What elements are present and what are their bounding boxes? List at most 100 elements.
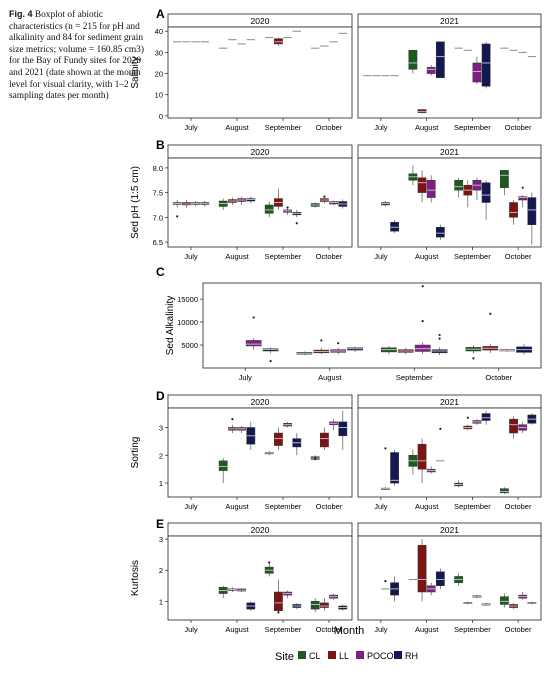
panel-b: B Sed pH (1:5 cm) 2020 6.5 7.0 7.5 8.0 July Augu… [130,138,542,261]
facet-d-2021: 2021 July August September October [357,394,542,511]
facet-a-2020: 2020 0 10 20 30 40 July August September October [155,13,353,132]
outlier-point [337,342,340,345]
x-tick-label: September [265,625,302,634]
y-tick-label: 7.5 [153,189,163,198]
box-ll [228,424,237,434]
facet-title: 2021 [440,525,459,535]
box-rh [481,410,491,425]
outlier-point [421,320,424,323]
box-ll [417,438,427,484]
box-iqr [417,177,427,193]
box-poco [381,201,390,207]
box-rh [435,41,445,79]
box-cl [408,50,418,74]
facet-c-all: 5000 10000 15000 July August September October [177,282,542,382]
box-poco [518,195,528,208]
box-ll [228,587,237,592]
box-poco [237,588,246,592]
box-iqr [500,596,509,605]
x-tick-label: July [239,373,253,382]
x-tick-label: July [374,123,388,132]
y-tick-label: 1 [159,479,163,488]
y-tick-label: 7.0 [153,213,163,222]
box-ll [463,601,473,605]
facet-title: 2021 [440,147,459,157]
outlier-point [268,561,271,564]
box-poco [426,65,436,76]
box-cl [454,480,464,488]
facet-title: 2020 [251,397,270,407]
box-ll [228,197,237,205]
x-tick-label: July [184,625,198,634]
box-ll [274,427,283,450]
box-rh [246,196,256,204]
y-tick-label: 40 [155,27,163,36]
box-rh [292,209,302,218]
box-poco [472,419,482,425]
box-iqr [274,38,283,45]
box-rh [390,449,399,486]
box-poco [518,421,528,434]
box-rh [200,201,210,207]
box-rh [246,601,256,611]
outlier-point [384,580,387,583]
y-axis-title-a: Salinity [130,56,141,88]
x-tick-label: August [225,502,249,511]
outlier-point [286,206,289,209]
x-tick-label: August [225,625,249,634]
caption-text: Boxplot of abiotic characteristics (n = … [9,10,144,102]
box-poco [329,593,338,600]
outlier-point [269,360,272,363]
box-ll [482,344,499,353]
x-tick-label: September [265,252,302,261]
box-rh [338,410,348,450]
x-tick-label: August [225,123,249,132]
box-ll [320,598,329,611]
legend-item-cl: CL [298,651,321,661]
y-tick-label: 0 [159,112,163,121]
y-tick-label: 3 [159,423,163,432]
box-ll [320,427,329,450]
box-ll [182,200,191,208]
x-tick-label: October [316,625,343,634]
box-rh [435,224,445,240]
x-tick-label: October [505,625,532,634]
box-iqr [527,197,537,226]
x-tick-label: September [265,502,302,511]
x-tick-label: October [485,373,512,382]
box-iqr [481,413,491,421]
y-tick-label: 6.5 [153,238,163,247]
x-tick-label: August [415,252,439,261]
legend-label-rh: RH [405,651,418,661]
facet-e-2020: 2020 1 2 3 July August September October [159,522,353,634]
box-rh [435,568,445,589]
box-ll [417,109,427,114]
box-rh [527,192,537,245]
box-cl [500,170,509,196]
y-tick-label: 1 [159,597,163,606]
box-poco [283,421,292,428]
box-poco [283,207,292,215]
box-cl [310,598,320,613]
box-rh [338,604,348,611]
box-rh [481,180,491,220]
facet-title: 2020 [251,16,270,26]
legend-item-ll: LL [328,651,349,661]
y-axis-title-e: Kurtosis [130,560,141,596]
box-ll [417,170,427,203]
box-iqr [417,545,427,593]
box-iqr [218,460,228,471]
box-rh [516,344,532,355]
legend-label-cl: CL [309,651,321,661]
x-tick-label: October [505,123,532,132]
figure-label: Fig. 4 [9,9,33,19]
box-cl [296,351,313,356]
x-tick-label: September [454,625,491,634]
legend-item-rh: RH [394,651,418,661]
panel-letter-c: C [156,265,165,279]
panel-letter-e: E [156,517,164,531]
box-poco [237,196,246,205]
facet-d-2020: 2020 1 2 3 July August September October [159,394,353,511]
outlier-point [176,215,179,218]
box-cl [500,593,509,608]
